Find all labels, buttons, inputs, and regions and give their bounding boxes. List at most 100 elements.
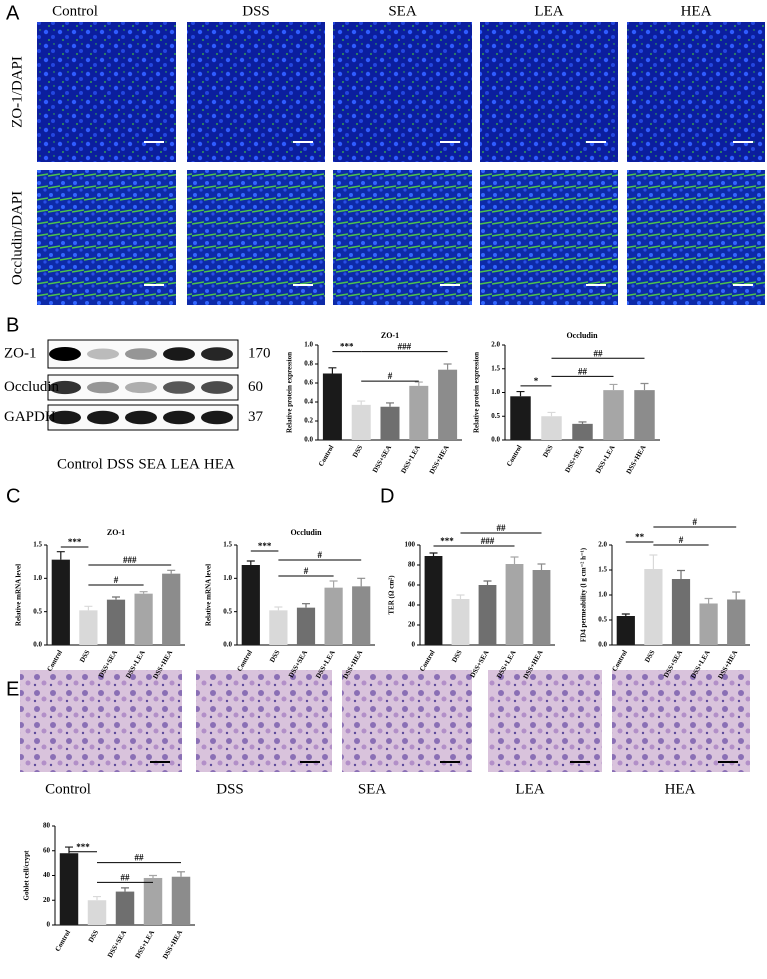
bar	[106, 599, 126, 645]
blot-band	[87, 348, 119, 360]
panel-label: D	[380, 485, 394, 507]
y-tick-label: 0.0	[491, 436, 500, 444]
error-bar	[483, 580, 492, 585]
protein-label: Occludin	[4, 379, 59, 395]
error-bar	[121, 887, 129, 892]
lane-label: DSS	[107, 456, 135, 472]
fluorescence-image	[333, 22, 472, 162]
significance-label: ***	[76, 842, 90, 852]
error-bar	[357, 400, 366, 405]
y-tick-label: 2.0	[598, 541, 607, 549]
histology-label: SEA	[358, 781, 387, 797]
blot-band	[49, 380, 81, 395]
y-tick-label: 0.5	[598, 616, 607, 624]
y-tick-label: 1.5	[598, 566, 607, 574]
bar	[603, 390, 624, 440]
x-tick-label: DSS+SEA	[563, 444, 585, 474]
histology-image	[612, 670, 750, 772]
y-tick-label: 0.0	[304, 436, 313, 444]
histology-label: LEA	[515, 781, 544, 797]
fluorescence-image	[333, 170, 472, 305]
error-bar	[456, 594, 465, 599]
y-tick-label: 80	[43, 822, 51, 830]
bar	[616, 616, 635, 645]
significance-label: ##	[135, 853, 145, 863]
fluorescence-image	[627, 22, 765, 162]
y-tick-label: 0.8	[304, 360, 313, 368]
bar	[51, 559, 70, 645]
bar	[269, 610, 288, 645]
significance-label: #	[318, 550, 323, 560]
significance-label: #	[304, 566, 309, 576]
y-tick-label: 1.5	[491, 364, 500, 372]
protein-label: GAPDH	[4, 409, 56, 425]
histology-image	[488, 670, 602, 772]
protein-label: ZO-1	[4, 345, 37, 361]
y-axis-label: FD4 permeability (l g cm⁻² h⁻¹)	[580, 547, 588, 642]
blot-band	[163, 410, 195, 425]
histology-image	[20, 670, 182, 772]
x-tick-label: DSS	[78, 649, 91, 664]
histology-label: HEA	[665, 781, 696, 797]
fluorescence-image	[37, 22, 176, 162]
x-tick-label: DSS+HEA	[428, 444, 451, 476]
y-tick-label: 1.5	[223, 541, 232, 549]
bar	[451, 599, 470, 645]
y-tick-label: 0.2	[304, 417, 313, 425]
error-bar	[274, 606, 283, 611]
kda-label: 170	[248, 345, 271, 361]
x-tick-label: DSS+HEA	[161, 929, 184, 961]
histology-image	[342, 670, 472, 772]
significance-label: #	[114, 575, 119, 585]
error-bar	[65, 846, 73, 854]
bar	[438, 369, 458, 440]
blot-band	[163, 381, 195, 394]
y-tick-label: 1.0	[304, 341, 313, 349]
histology-label: DSS	[216, 781, 244, 797]
error-bar	[649, 554, 658, 569]
bar	[79, 610, 98, 645]
kda-label: 60	[248, 379, 263, 395]
error-bar	[167, 569, 176, 574]
x-tick-label: DSS+HEA	[625, 444, 648, 476]
chart-title: ZO-1	[381, 331, 399, 340]
error-bar	[640, 382, 649, 391]
error-bar	[677, 569, 685, 579]
bar	[324, 587, 343, 645]
bar	[134, 593, 153, 645]
y-tick-label: 1.5	[33, 541, 42, 549]
error-bar	[516, 390, 525, 397]
column-label: SEA	[388, 3, 417, 19]
y-tick-label: 1.0	[33, 574, 42, 582]
y-tick-label: 0.0	[223, 641, 232, 649]
x-tick-label: DSS	[450, 649, 463, 664]
error-bar	[84, 605, 93, 611]
y-axis-label: Goblet cell/crypt	[23, 850, 31, 901]
bar	[510, 396, 531, 440]
error-bar	[93, 895, 101, 901]
blot-band	[125, 381, 157, 394]
fluorescence-image	[480, 22, 618, 162]
error-bar	[149, 874, 157, 878]
bar	[671, 579, 691, 645]
y-tick-label: 0.0	[33, 641, 42, 649]
y-tick-label: 20	[408, 621, 416, 629]
y-tick-label: 60	[408, 581, 416, 589]
y-tick-label: 0.5	[491, 412, 500, 420]
bar	[699, 603, 718, 645]
lane-label: LEA	[171, 456, 200, 472]
column-label: Control	[52, 3, 98, 19]
bar	[296, 607, 316, 645]
significance-label: ***	[258, 541, 272, 551]
y-tick-label: 0.5	[33, 607, 42, 615]
panel-label: C	[6, 485, 20, 507]
y-axis-label: TER (Ω cm²)	[388, 575, 396, 615]
histology-label: Control	[45, 781, 91, 797]
blot-band	[125, 348, 157, 360]
x-tick-label: Control	[45, 649, 64, 673]
error-bar	[578, 421, 587, 424]
significance-label: #	[388, 371, 393, 381]
significance-label: ***	[68, 537, 82, 547]
significance-label: ###	[123, 555, 137, 565]
